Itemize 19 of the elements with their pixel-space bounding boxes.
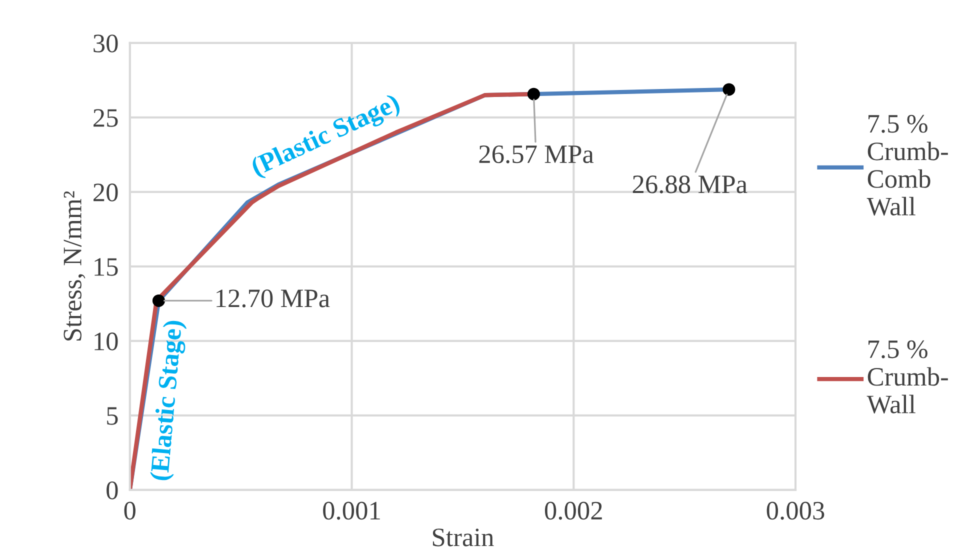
y-tick-label: 20: [94, 184, 118, 202]
y-tick-label: 0: [106, 482, 118, 500]
y-tick-label: 30: [94, 34, 118, 52]
annotation: 12.70 MPa: [216, 290, 330, 308]
annotation: (Elastic Stage): [150, 320, 188, 482]
y-tick-label: 25: [94, 109, 118, 127]
legend-label: 7.5 % Crumb-Wall: [866, 340, 948, 414]
x-axis-title: Strain: [432, 528, 494, 546]
y-tick-label: 5: [107, 407, 118, 425]
annotation: 26.57 MPa: [479, 145, 594, 164]
x-tick-label: 0: [124, 502, 136, 520]
y-tick-label: 15: [94, 258, 118, 276]
annotation: 26.88 MPa: [632, 175, 748, 194]
legend-label: 7.5 % Crumb-Comb Wall: [866, 114, 948, 216]
x-tick-label: 0.003: [766, 502, 824, 520]
y-tick-label: 10: [94, 332, 118, 350]
x-tick-label: 0.001: [323, 502, 380, 520]
x-tick-label: 0.002: [544, 502, 602, 520]
y-axis-title: Stress, N/mm²: [64, 191, 86, 340]
